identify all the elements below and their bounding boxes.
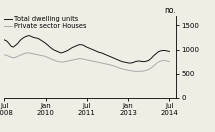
Legend: Total dwelling units, Private sector Houses: Total dwelling units, Private sector Hou… (4, 16, 87, 29)
Text: no.: no. (164, 6, 176, 15)
